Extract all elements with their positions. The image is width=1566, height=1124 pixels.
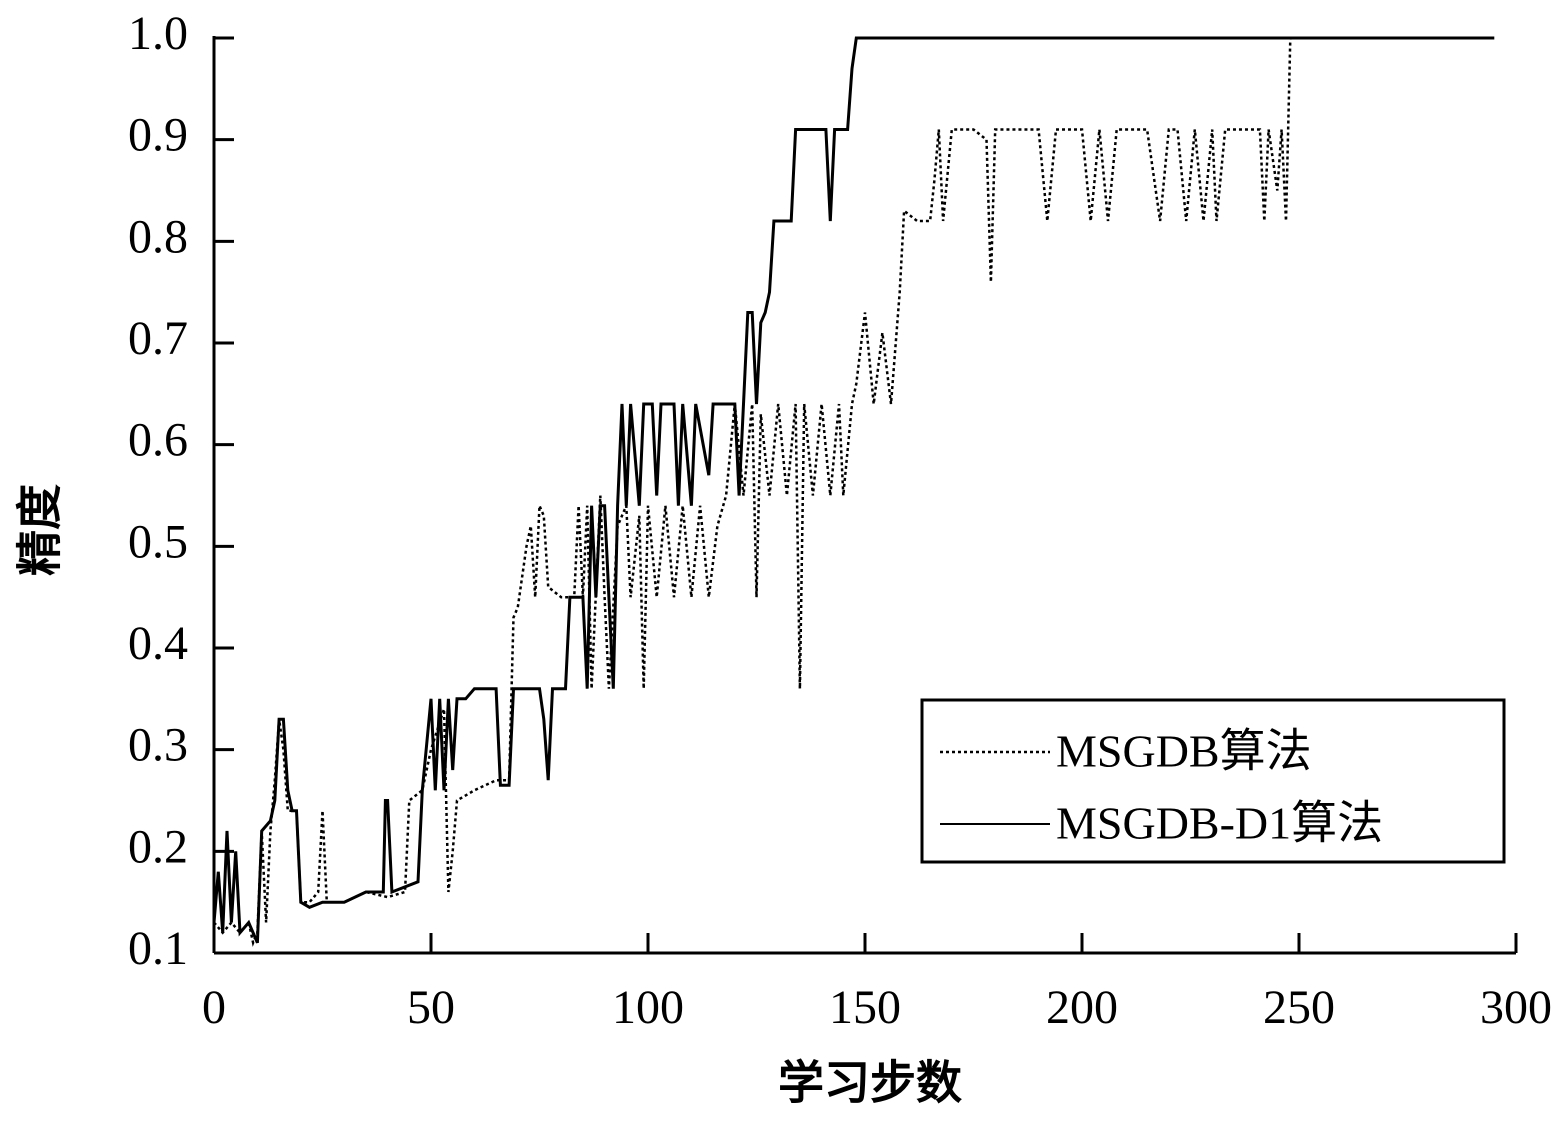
y-tick-label: 0.4 <box>128 617 188 670</box>
x-tick-label: 200 <box>1046 981 1118 1034</box>
y-tick-label: 0.1 <box>128 922 188 975</box>
legend-label: MSGDB算法 <box>1056 726 1312 777</box>
series-line <box>212 36 1495 944</box>
x-tick-label: 100 <box>612 981 684 1034</box>
x-tick-label: 0 <box>202 981 226 1034</box>
y-axis-label: 精度 <box>15 484 66 576</box>
y-tick-label: 0.5 <box>128 515 188 568</box>
x-tick-label: 150 <box>829 981 901 1034</box>
y-tick-label: 0.7 <box>128 312 188 365</box>
x-axis-label: 学习步数 <box>778 1058 962 1109</box>
x-tick-label: 250 <box>1263 981 1335 1034</box>
y-tick-label: 0.8 <box>128 210 188 263</box>
legend-label: MSGDB-D1算法 <box>1056 798 1383 849</box>
y-tick-label: 1.0 <box>128 7 188 60</box>
x-tick-label: 300 <box>1480 981 1552 1034</box>
y-tick-label: 0.6 <box>128 414 188 467</box>
y-tick-label: 0.9 <box>128 109 188 162</box>
y-tick-label: 0.3 <box>128 719 188 772</box>
y-tick-label: 0.2 <box>128 820 188 873</box>
legend-box <box>920 698 1506 864</box>
x-tick-label: 50 <box>407 981 455 1034</box>
